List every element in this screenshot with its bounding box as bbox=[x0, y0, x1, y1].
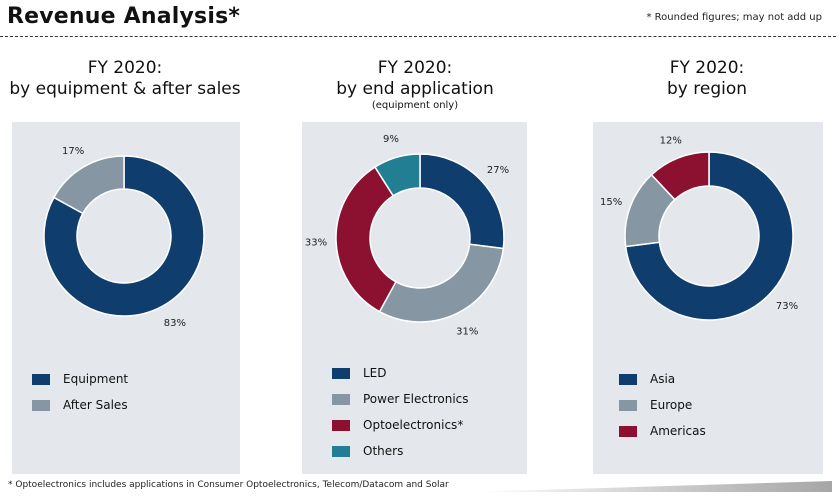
data-label-others: 9% bbox=[383, 134, 399, 145]
legend-swatch bbox=[332, 420, 350, 431]
donut-slice-equipment bbox=[43, 155, 205, 317]
legend-label: After Sales bbox=[63, 398, 128, 412]
legend-swatch bbox=[332, 368, 350, 379]
data-label-led: 27% bbox=[487, 165, 509, 176]
chart-heading-region: FY 2020: by region bbox=[572, 58, 840, 100]
legend-swatch bbox=[619, 374, 637, 385]
legend-swatch bbox=[332, 394, 350, 405]
legend-swatch bbox=[32, 374, 50, 385]
data-label-power-electronics: 31% bbox=[456, 327, 478, 338]
legend-label: Equipment bbox=[63, 372, 129, 386]
chart-title: FY 2020: bbox=[87, 58, 163, 78]
footnote: * Optoelectronics includes applications … bbox=[8, 480, 449, 490]
legend-swatch bbox=[32, 400, 50, 411]
legend-swatch bbox=[332, 446, 350, 457]
chart-title: FY 2020: bbox=[377, 58, 453, 78]
donut-slice-after-sales bbox=[52, 155, 125, 215]
legend-label: LED bbox=[363, 366, 387, 380]
chart-note: (equipment only) bbox=[371, 100, 459, 111]
legend-label: Asia bbox=[650, 372, 676, 386]
legend-swatch bbox=[619, 426, 637, 437]
chart-panel-region: 73% 15% 12% Asia Europe Americas bbox=[593, 122, 823, 474]
chart-heading-application: FY 2020: by end application (equipment o… bbox=[280, 58, 550, 111]
data-label-asia: 73% bbox=[776, 301, 798, 312]
chart-subtitle: by end application bbox=[336, 79, 494, 99]
legend-swatch bbox=[619, 400, 637, 411]
donut-slice-power-electronics bbox=[378, 243, 505, 323]
header-divider bbox=[0, 36, 836, 37]
data-label-after-sales: 17% bbox=[62, 146, 84, 157]
donut-slice-americas bbox=[650, 151, 710, 201]
chart-subtitle: by region bbox=[666, 79, 748, 99]
data-label-europe: 15% bbox=[600, 197, 622, 208]
legend-label: Others bbox=[363, 444, 404, 458]
donut-slice-asia bbox=[624, 151, 794, 321]
donut-chart-application: 27% 31% 33% 9% bbox=[305, 134, 509, 338]
donut-chart-region: 73% 15% 12% bbox=[600, 135, 798, 321]
data-label-equipment: 83% bbox=[164, 318, 186, 329]
decorative-wedge bbox=[470, 481, 832, 492]
chart-title: FY 2020: bbox=[669, 58, 745, 78]
chart-panel-application: 27% 31% 33% 9% LED Power Electronics Optoelec… bbox=[302, 122, 527, 474]
legend-label: Optoelectronics* bbox=[363, 418, 464, 432]
page-title: Revenue Analysis* bbox=[7, 4, 241, 29]
rounding-note: * Rounded figures; may not add up bbox=[646, 12, 823, 23]
chart-subtitle: by equipment & after sales bbox=[9, 79, 241, 99]
donut-chart-equipment: 83% 17% bbox=[43, 146, 205, 329]
chart-panel-equipment: 83% 17% Equipment After Sales bbox=[12, 122, 240, 474]
donut-slice-optoelectronics bbox=[335, 166, 397, 313]
legend-label: Americas bbox=[650, 424, 706, 438]
chart-heading-equipment: FY 2020: by equipment & after sales bbox=[0, 58, 260, 100]
legend-label: Power Electronics bbox=[363, 392, 469, 406]
donut-slice-others bbox=[373, 153, 421, 197]
data-label-americas: 12% bbox=[660, 135, 682, 146]
data-label-optoelectronics: 33% bbox=[305, 237, 327, 248]
legend-label: Europe bbox=[650, 398, 693, 412]
